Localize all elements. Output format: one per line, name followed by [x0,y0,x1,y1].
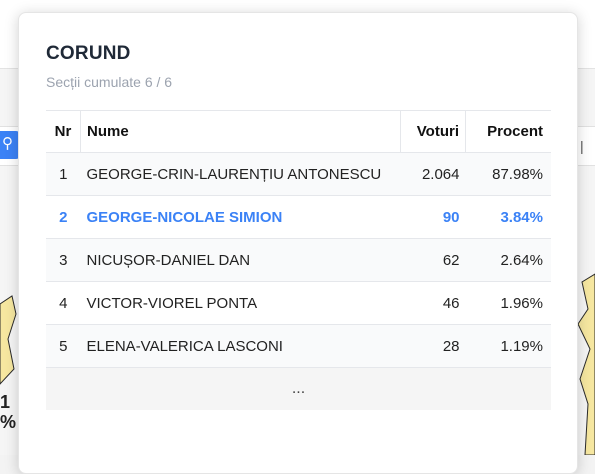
show-more-ellipsis[interactable]: ... [46,367,551,410]
candidate-percent: 87.98% [465,152,551,196]
show-more-row[interactable]: ... [46,367,551,410]
candidate-percent: 1.96% [465,281,551,325]
candidate-percent: 2.64% [465,238,551,282]
candidate-percent: 1.19% [465,324,551,368]
row-nr: 2 [46,195,81,239]
map-region-label: 1 % [0,392,16,432]
header-votes: Voturi [400,110,466,153]
table-row: 4 VICTOR-VIOREL PONTA 46 1.96% [46,281,551,325]
candidate-votes: 46 [400,281,466,325]
row-nr: 5 [46,324,81,368]
user-button[interactable]: ⚲ [0,131,20,159]
candidate-votes: 90 [400,195,466,239]
header-percent: Procent [465,110,551,153]
table-row: 1 GEORGE-CRIN-LAURENȚIU ANTONESCU 2.064 … [46,152,551,196]
candidate-name: ELENA-VALERICA LASCONI [80,324,401,368]
locality-results-popup: CORUND Secții cumulate 6 / 6 Nr Nume Vot… [18,12,578,474]
locality-title: CORUND [46,43,131,64]
candidate-name: VICTOR-VIOREL PONTA [80,281,401,325]
candidate-votes: 2.064 [400,152,466,196]
map-region-right [577,273,595,455]
map-region-percent: % [0,412,17,432]
sections-counted: Secții cumulate 6 / 6 [46,74,173,90]
row-nr: 3 [46,238,81,282]
row-nr: 4 [46,281,81,325]
candidate-votes: 28 [400,324,466,368]
candidate-name: GEORGE-CRIN-LAURENȚIU ANTONESCU [80,152,401,196]
results-table: Nr Nume Voturi Procent 1 GEORGE-CRIN-LAU… [46,110,551,410]
header-name: Nume [80,110,401,153]
candidate-percent: 3.84% [465,195,551,239]
table-row: 3 NICUȘOR-DANIEL DAN 62 2.64% [46,238,551,282]
table-header-row: Nr Nume Voturi Procent [46,110,551,153]
candidate-votes: 62 [400,238,466,282]
edge-mark: | [580,138,584,154]
table-row: 5 ELENA-VALERICA LASCONI 28 1.19% [46,324,551,368]
row-nr: 1 [46,152,81,196]
user-icon: ⚲ [2,135,13,152]
table-row-highlighted: 2 GEORGE-NICOLAE SIMION 90 3.84% [46,195,551,239]
header-nr: Nr [46,110,81,153]
map-region-count: 1 [0,392,11,412]
results-map[interactable] [0,164,595,455]
map-region-left [0,295,17,385]
candidate-name: NICUȘOR-DANIEL DAN [80,238,401,282]
candidate-name: GEORGE-NICOLAE SIMION [80,195,401,239]
